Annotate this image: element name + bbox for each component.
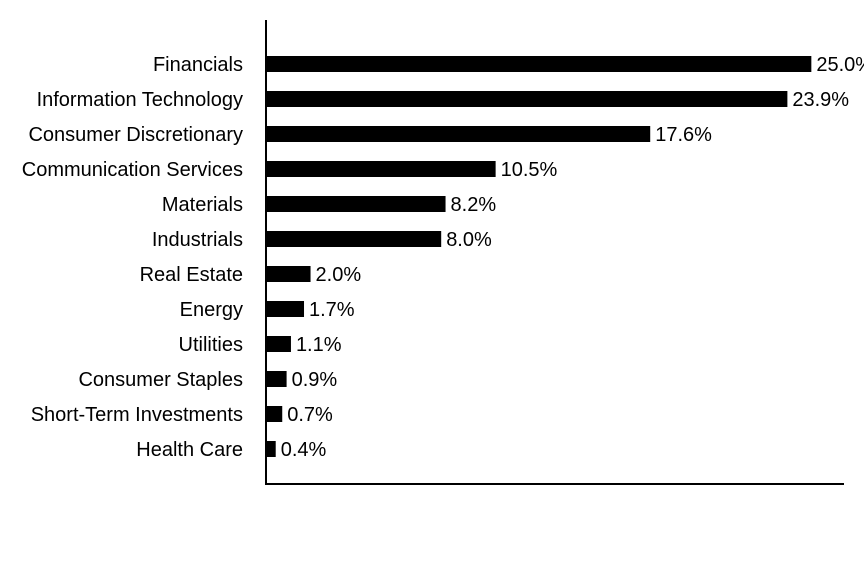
category-label-10: Short-Term Investments — [31, 404, 243, 426]
category-label-11: Health Care — [136, 439, 243, 461]
bar-11 — [267, 441, 276, 457]
value-label-11: 0.4% — [281, 439, 327, 461]
bar-2 — [267, 126, 651, 142]
value-label-6: 2.0% — [316, 264, 362, 286]
category-label-3: Communication Services — [22, 159, 243, 181]
category-label-2: Consumer Discretionary — [28, 124, 243, 146]
category-label-0: Financials — [153, 54, 243, 76]
category-label-9: Consumer Staples — [78, 369, 243, 391]
category-label-8: Utilities — [179, 334, 243, 356]
category-label-7: Energy — [180, 299, 243, 321]
category-label-1: Information Technology — [37, 89, 243, 111]
value-labels-group: 25.0% 23.9% 17.6% 10.5%8.2% 8.0% 2.0% 1.7% 1.1%… — [281, 54, 864, 461]
value-label-0: 25.0% — [816, 54, 864, 76]
value-label-7: 1.7% — [309, 299, 355, 321]
value-label-8: 1.1% — [296, 334, 342, 356]
value-label-4: 8.2% — [451, 194, 497, 216]
value-label-9: 0.9% — [292, 369, 338, 391]
bar-9 — [267, 371, 287, 387]
bar-7 — [267, 301, 305, 317]
bar-4 — [267, 196, 446, 212]
bar-6 — [267, 266, 311, 282]
bar-3 — [267, 161, 496, 177]
bar-10 — [267, 406, 283, 422]
value-label-5: 8.0% — [446, 229, 492, 251]
value-label-10: 0.7% — [287, 404, 333, 426]
category-label-4: Materials — [162, 194, 243, 216]
category-label-6: Real Estate — [140, 264, 243, 286]
bar-1 — [267, 91, 788, 107]
value-label-2: 17.6% — [655, 124, 712, 146]
value-label-3: 10.5% — [501, 159, 558, 181]
value-label-1: 23.9% — [792, 89, 849, 111]
category-label-5: Industrials — [152, 229, 243, 251]
bars-group — [267, 56, 812, 457]
bar-8 — [267, 336, 291, 352]
bar-0 — [267, 56, 812, 72]
bar-5 — [267, 231, 442, 247]
category-labels-group: Financials Information Technology Consumer… — [22, 54, 243, 461]
